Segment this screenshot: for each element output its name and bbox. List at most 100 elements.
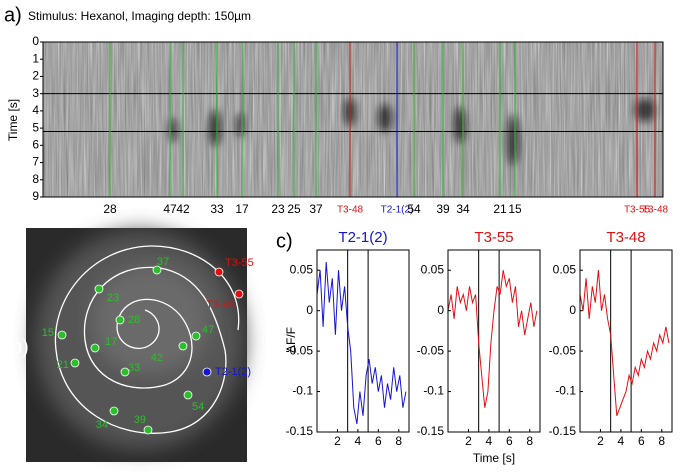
cell-label: 33 xyxy=(128,362,140,374)
x-tick-label: 4 xyxy=(618,434,625,448)
x-tick-label: 8 xyxy=(395,434,402,448)
cell-dot xyxy=(214,267,224,277)
cell-label: 39 xyxy=(134,414,146,426)
cell-label: 21 xyxy=(57,359,69,371)
y-tick-label: 0.05 xyxy=(290,262,314,276)
plot-frame xyxy=(579,249,673,433)
cell-label: T3-48 xyxy=(337,205,364,216)
plot-frame xyxy=(447,249,541,433)
cell-label: 47 xyxy=(163,202,177,216)
y-axis-label: Time [s] xyxy=(6,99,20,141)
cell-label: 54 xyxy=(407,202,421,216)
cell-dot xyxy=(143,425,153,435)
cell-label: 21 xyxy=(493,202,507,216)
cell-label: 42 xyxy=(151,352,163,364)
y-tick-label: 2 xyxy=(32,69,39,83)
y-tick-label: 8 xyxy=(32,172,39,186)
y-tick-label: 0 xyxy=(437,303,444,317)
chart-title: T3-55 xyxy=(474,229,513,246)
y-tick-label: 0.05 xyxy=(421,262,445,276)
panel-title: Stimulus: Hexanol, Imaging depth: 150µm xyxy=(28,9,251,23)
y-tick-label: -0.1 xyxy=(555,384,576,398)
cell-label: T2-1(2) xyxy=(215,366,251,378)
x-tick-label: 8 xyxy=(658,434,665,448)
cell-label: T3-55 xyxy=(624,205,651,216)
cell-dot xyxy=(183,390,193,400)
cell-label: 17 xyxy=(235,202,249,216)
cell-dot xyxy=(94,284,104,294)
y-tick-label: 0.05 xyxy=(553,262,577,276)
chart-title: T3-48 xyxy=(606,229,645,246)
y-tick-label: -0.05 xyxy=(417,343,445,357)
trace xyxy=(447,270,538,408)
y-tick-label: 0 xyxy=(569,303,576,317)
x-tick-label: 6 xyxy=(506,434,513,448)
y-tick-label: -0.1 xyxy=(423,384,444,398)
x-tick-label: 8 xyxy=(526,434,533,448)
y-tick-label: 3 xyxy=(32,86,39,100)
y-tick-label: -0.1 xyxy=(292,384,313,398)
y-tick-label: -0.05 xyxy=(286,343,314,357)
cell-label: T3-48 xyxy=(206,299,235,311)
y-tick-label: -0.15 xyxy=(417,424,445,438)
panel-label: c) xyxy=(276,230,293,252)
y-tick-label: 7 xyxy=(32,155,39,169)
x-tick-label: 4 xyxy=(486,434,493,448)
cell-dot xyxy=(178,341,188,351)
y-tick-label: -0.05 xyxy=(549,343,577,357)
y-tick-label: 5 xyxy=(32,120,39,134)
cell-dot xyxy=(115,315,125,325)
x-tick-label: 2 xyxy=(465,434,472,448)
kymograph-frame xyxy=(42,41,664,198)
y-tick-label: 1 xyxy=(32,51,39,65)
y-tick-label: 6 xyxy=(32,138,39,152)
panel-label: b) xyxy=(11,336,29,358)
cell-dot xyxy=(109,406,119,416)
cell-label: 17 xyxy=(105,336,117,348)
y-tick-label: 0 xyxy=(32,34,39,48)
x-tick-label: 6 xyxy=(638,434,645,448)
cell-label: 42 xyxy=(176,202,190,216)
cell-dot xyxy=(152,265,162,275)
x-tick-label: 2 xyxy=(334,434,341,448)
y-tick-label: 9 xyxy=(32,189,39,203)
trace xyxy=(579,270,670,416)
cell-label: T2-1(2) xyxy=(381,205,414,216)
cell-label: 28 xyxy=(128,314,140,326)
cell-label: 15 xyxy=(508,202,522,216)
x-tick-label: 2 xyxy=(597,434,604,448)
panel-b xyxy=(26,228,247,462)
cell-label: 28 xyxy=(103,202,117,216)
trace xyxy=(316,262,407,424)
cell-label: 15 xyxy=(42,327,54,339)
x-tick-label: 4 xyxy=(355,434,362,448)
cell-label: 39 xyxy=(436,202,450,216)
cell-dot xyxy=(191,331,201,341)
cell-label: 34 xyxy=(456,202,470,216)
cell-dot xyxy=(90,343,100,353)
cell-label: 37 xyxy=(157,256,169,268)
cell-dot xyxy=(57,330,67,340)
cell-label: 54 xyxy=(192,401,204,413)
cell-dot xyxy=(120,367,130,377)
cell-label: T3-55 xyxy=(225,257,254,269)
y-tick-label: -0.15 xyxy=(549,424,577,438)
cell-label: 25 xyxy=(287,202,301,216)
y-axis-label: ΔF/F xyxy=(284,327,298,353)
cell-label: 23 xyxy=(271,202,285,216)
chart-title: T2-1(2) xyxy=(338,229,387,246)
cell-label: 33 xyxy=(210,202,224,216)
x-tick-label: 6 xyxy=(375,434,382,448)
cell-dot xyxy=(202,367,212,377)
y-tick-label: 0 xyxy=(306,303,313,317)
cell-dot xyxy=(70,358,80,368)
y-tick-label: -0.15 xyxy=(286,424,314,438)
cell-label: 37 xyxy=(309,202,323,216)
cell-label: 23 xyxy=(107,292,119,304)
cell-label: 34 xyxy=(96,419,108,431)
cell-label: 47 xyxy=(202,324,214,336)
panel-label: a) xyxy=(4,4,22,26)
plot-frame xyxy=(316,249,410,433)
x-axis-label: Time [s] xyxy=(473,451,515,465)
